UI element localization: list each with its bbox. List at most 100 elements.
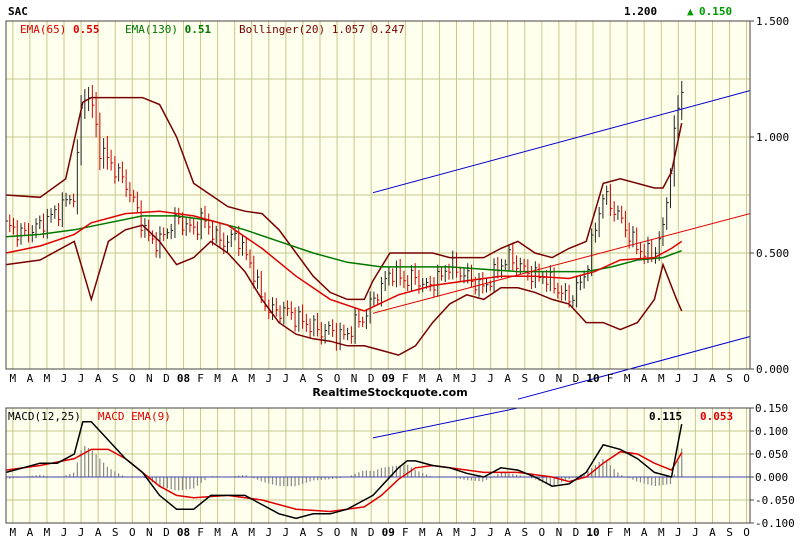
price-x-tick-label: J bbox=[487, 372, 494, 385]
price-x-tick-label: F bbox=[197, 372, 204, 385]
macd-x-tick-label: J bbox=[675, 526, 682, 539]
price-panel-border bbox=[5, 20, 751, 370]
ema130-legend: EMA(130) 0.51 bbox=[125, 23, 211, 36]
price-y-tick-label: 0.500 bbox=[756, 247, 789, 260]
macd-x-tick-label: J bbox=[692, 526, 699, 539]
price-x-tick-label: A bbox=[300, 372, 307, 385]
price-plot-area bbox=[6, 80, 750, 356]
price-x-tick-label: M bbox=[624, 372, 631, 385]
macd-y-tick-label: -0.100 bbox=[755, 517, 795, 530]
macd-x-tick-label: O bbox=[743, 526, 750, 539]
macd-x-tick-label: M bbox=[658, 526, 665, 539]
macd-x-tick-label: J bbox=[78, 526, 85, 539]
macd-x-tick-label: O bbox=[129, 526, 136, 539]
price-y-tick-label: 0.000 bbox=[756, 363, 789, 376]
macd-panel bbox=[6, 408, 750, 523]
macd-x-tick-label: N bbox=[556, 526, 563, 539]
price-x-tick-label: M bbox=[419, 372, 426, 385]
price-x-tick-label: S bbox=[112, 372, 119, 385]
price-x-tick-label: N bbox=[351, 372, 358, 385]
price-x-tick-label: M bbox=[658, 372, 665, 385]
price-x-tick-label: A bbox=[641, 372, 648, 385]
macd-x-tick-label: M bbox=[419, 526, 426, 539]
price-x-tick-label: F bbox=[402, 372, 409, 385]
macd-x-tick-label: A bbox=[641, 526, 648, 539]
price-x-tick-label: S bbox=[726, 372, 733, 385]
ema65-legend: EMA(65) 0.55 bbox=[20, 23, 99, 36]
price-x-tick-label: D bbox=[163, 372, 170, 385]
price-grid bbox=[6, 21, 750, 369]
macd-x-tick-label: J bbox=[283, 526, 290, 539]
macd-title: MACD(12,25) bbox=[8, 410, 81, 423]
price-plot bbox=[6, 80, 751, 400]
price-y-tick-label: 1.000 bbox=[756, 131, 789, 144]
price-x-tick-label: M bbox=[248, 372, 255, 385]
macd-x-tick-label: A bbox=[709, 526, 716, 539]
macd-x-tick-label: N bbox=[351, 526, 358, 539]
macd-y-tick-label: 0.150 bbox=[755, 402, 788, 415]
macd-x-tick-label: A bbox=[95, 526, 102, 539]
macd-x-tick-label: J bbox=[265, 526, 272, 539]
trendline-middle bbox=[372, 213, 750, 314]
price-x-tick-label: J bbox=[692, 372, 699, 385]
price-x-tick-label: M bbox=[44, 372, 51, 385]
macd-signal-value: 0.053 bbox=[700, 410, 733, 423]
macd-x-tick-label: A bbox=[231, 526, 238, 539]
macd-x-tick-label: F bbox=[607, 526, 614, 539]
macd-grid bbox=[6, 407, 750, 524]
macd-x-tick-label: M bbox=[10, 526, 17, 539]
price-y-tick-label: 1.500 bbox=[756, 15, 789, 28]
price-x-tick-label: A bbox=[436, 372, 443, 385]
macd-x-tick-label: S bbox=[521, 526, 528, 539]
price-x-tick-label: D bbox=[368, 372, 375, 385]
macd-trendline bbox=[372, 408, 519, 439]
macd-y-tick-label: 0.100 bbox=[755, 425, 788, 438]
price-x-tick-label: O bbox=[539, 372, 546, 385]
ticker-label: SAC bbox=[8, 5, 28, 18]
macd-x-tick-label: N bbox=[146, 526, 153, 539]
macd-y-axis: 0.150 0.100 0.050 0.000 -0.050 -0.100 bbox=[750, 402, 795, 530]
price-x-axis: M A M J J A S O N D 08 F M A M J J A S O N D 09 F M A M J J A S O N D 10 F M… bbox=[10, 372, 750, 385]
bollinger-legend: Bollinger(20) 1.057 0.247 bbox=[239, 23, 405, 36]
price-x-tick-label: M bbox=[10, 372, 17, 385]
trendline-upper bbox=[372, 90, 750, 194]
macd-x-tick-label: D bbox=[368, 526, 375, 539]
macd-x-tick-label: S bbox=[317, 526, 324, 539]
macd-x-tick-label: 10 bbox=[586, 526, 599, 539]
price-x-tick-label: S bbox=[317, 372, 324, 385]
price-x-tick-label: 09 bbox=[382, 372, 395, 385]
price-x-tick-label: A bbox=[231, 372, 238, 385]
price-x-tick-label: 10 bbox=[586, 372, 599, 385]
macd-x-tick-label: S bbox=[726, 526, 733, 539]
price-x-tick-label: J bbox=[78, 372, 85, 385]
macd-x-tick-label: D bbox=[573, 526, 580, 539]
last-price: 1.200 bbox=[624, 5, 657, 18]
macd-x-tick-label: 08 bbox=[177, 526, 190, 539]
macd-x-tick-label: F bbox=[402, 526, 409, 539]
price-x-tick-label: A bbox=[95, 372, 102, 385]
macd-x-tick-label: D bbox=[163, 526, 170, 539]
macd-x-tick-label: O bbox=[334, 526, 341, 539]
macd-x-tick-label: M bbox=[624, 526, 631, 539]
macd-x-tick-label: A bbox=[504, 526, 511, 539]
price-x-tick-label: O bbox=[129, 372, 136, 385]
price-x-tick-label: A bbox=[27, 372, 34, 385]
price-x-tick-label: M bbox=[453, 372, 460, 385]
macd-x-tick-label: J bbox=[487, 526, 494, 539]
price-x-tick-label: A bbox=[709, 372, 716, 385]
macd-signal-legend: MACD EMA(9) bbox=[98, 410, 171, 423]
price-x-tick-label: F bbox=[607, 372, 614, 385]
price-x-tick-label: J bbox=[265, 372, 272, 385]
watermark: RealtimeStockquote.com bbox=[312, 386, 467, 399]
price-x-tick-label: 08 bbox=[177, 372, 190, 385]
macd-y-tick-label: 0.000 bbox=[755, 471, 788, 484]
macd-x-tick-label: J bbox=[61, 526, 68, 539]
price-x-tick-label: N bbox=[556, 372, 563, 385]
price-x-tick-label: J bbox=[283, 372, 290, 385]
macd-y-tick-label: -0.050 bbox=[755, 494, 795, 507]
macd-x-tick-label: J bbox=[470, 526, 477, 539]
macd-x-tick-label: M bbox=[214, 526, 221, 539]
trendline-lower bbox=[517, 336, 751, 400]
macd-x-tick-label: M bbox=[453, 526, 460, 539]
